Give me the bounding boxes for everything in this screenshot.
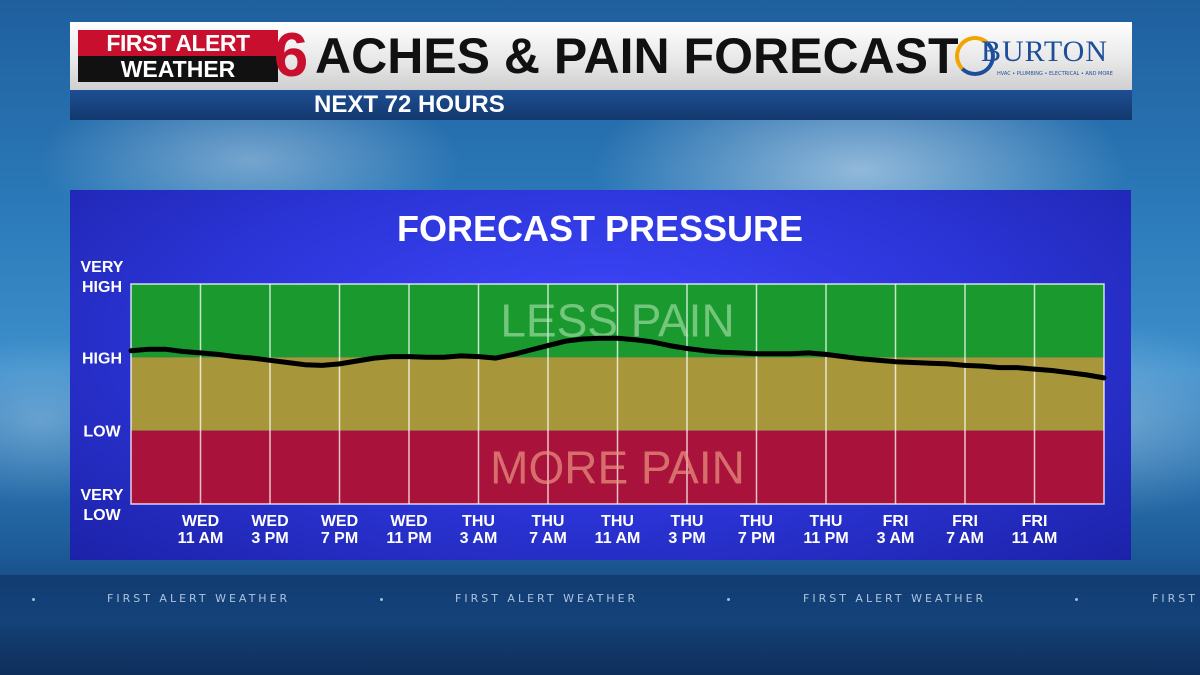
x-tick-time: 7 AM	[529, 530, 567, 547]
ticker-dot	[727, 598, 730, 601]
zone-label: MORE PAIN	[490, 441, 745, 493]
ticker-dot	[1075, 598, 1078, 601]
x-tick-day: WED	[182, 513, 219, 530]
y-axis-label: VERY HIGH	[81, 259, 124, 296]
y-axis-label-line: HIGH	[82, 350, 122, 367]
y-axis-label-line: VERY	[81, 259, 124, 276]
x-tick-day: WED	[251, 513, 288, 530]
y-axis-label-line: LOW	[83, 424, 121, 441]
y-axis-label: HIGH	[82, 350, 122, 367]
station-logo: FIRST ALERT WEATHER 6	[78, 25, 308, 87]
x-tick-time: 11 AM	[1012, 530, 1058, 547]
x-tick-time: 3 AM	[460, 530, 498, 547]
x-tick-day: WED	[390, 513, 427, 530]
ticker-dot	[32, 598, 35, 601]
x-tick-day: THU	[532, 513, 565, 530]
x-tick-day: WED	[321, 513, 358, 530]
subtitle-bar: NEXT 72 HOURS	[70, 90, 1132, 120]
header-bar: FIRST ALERT WEATHER 6 ACHES & PAIN FOREC…	[70, 22, 1132, 90]
ticker-item: FIRST ALERT WEATHER	[455, 592, 639, 605]
y-axis-label-line: HIGH	[82, 279, 122, 296]
x-tick-time: 3 PM	[668, 530, 705, 547]
x-tick-time: 11 AM	[178, 530, 224, 547]
y-axis-label: VERY LOW	[81, 487, 124, 524]
pressure-line	[128, 335, 1107, 381]
x-tick-time: 11 PM	[386, 530, 431, 547]
ticker-item: FIRST	[1152, 592, 1198, 605]
ticker-item: FIRST ALERT WEATHER	[107, 592, 291, 605]
sponsor-ring-icon	[955, 36, 995, 76]
x-tick-day: THU	[462, 513, 495, 530]
logo-line2: WEATHER	[78, 56, 278, 82]
page-subtitle: NEXT 72 HOURS	[314, 91, 505, 118]
x-tick-day: THU	[740, 513, 773, 530]
y-axis-label-line: VERY	[81, 487, 124, 504]
x-tick-day: FRI	[883, 513, 909, 530]
x-tick-time: 7 AM	[946, 530, 984, 547]
x-tick-day: THU	[601, 513, 634, 530]
plot-border	[130, 283, 1105, 505]
chart-panel: FORECAST PRESSURE LESS PAIN MORE PAIN VERY H…	[70, 190, 1131, 560]
x-tick-day: THU	[671, 513, 704, 530]
x-tick-time: 7 PM	[321, 530, 358, 547]
x-tick-time: 7 PM	[738, 530, 775, 547]
sponsor-tagline: HVAC • PLUMBING • ELECTRICAL • AND MORE	[997, 71, 1113, 77]
x-tick-time: 11 PM	[803, 530, 848, 547]
x-tick-day: FRI	[1022, 513, 1048, 530]
ticker-dot	[380, 598, 383, 601]
chart-title: FORECAST PRESSURE	[397, 208, 803, 249]
x-tick-time: 11 AM	[595, 530, 641, 547]
logo-channel: 6	[273, 21, 309, 90]
ticker-item: FIRST ALERT WEATHER	[803, 592, 987, 605]
y-axis-label: LOW	[83, 424, 121, 441]
logo-line1: FIRST ALERT	[78, 30, 278, 56]
x-tick-time: 3 PM	[251, 530, 288, 547]
page-title: ACHES & PAIN FORECAST	[315, 28, 959, 84]
x-tick-day: THU	[810, 513, 843, 530]
sponsor-logo: BURTON HVAC • PLUMBING • ELECTRICAL • AN…	[955, 32, 1125, 82]
y-axis-label-line: LOW	[83, 507, 121, 524]
x-tick-day: FRI	[952, 513, 978, 530]
sponsor-name: BURTON	[981, 35, 1108, 68]
x-tick-time: 3 AM	[877, 530, 915, 547]
ticker-bar: FIRST ALERT WEATHER FIRST ALERT WEATHER …	[0, 575, 1200, 625]
